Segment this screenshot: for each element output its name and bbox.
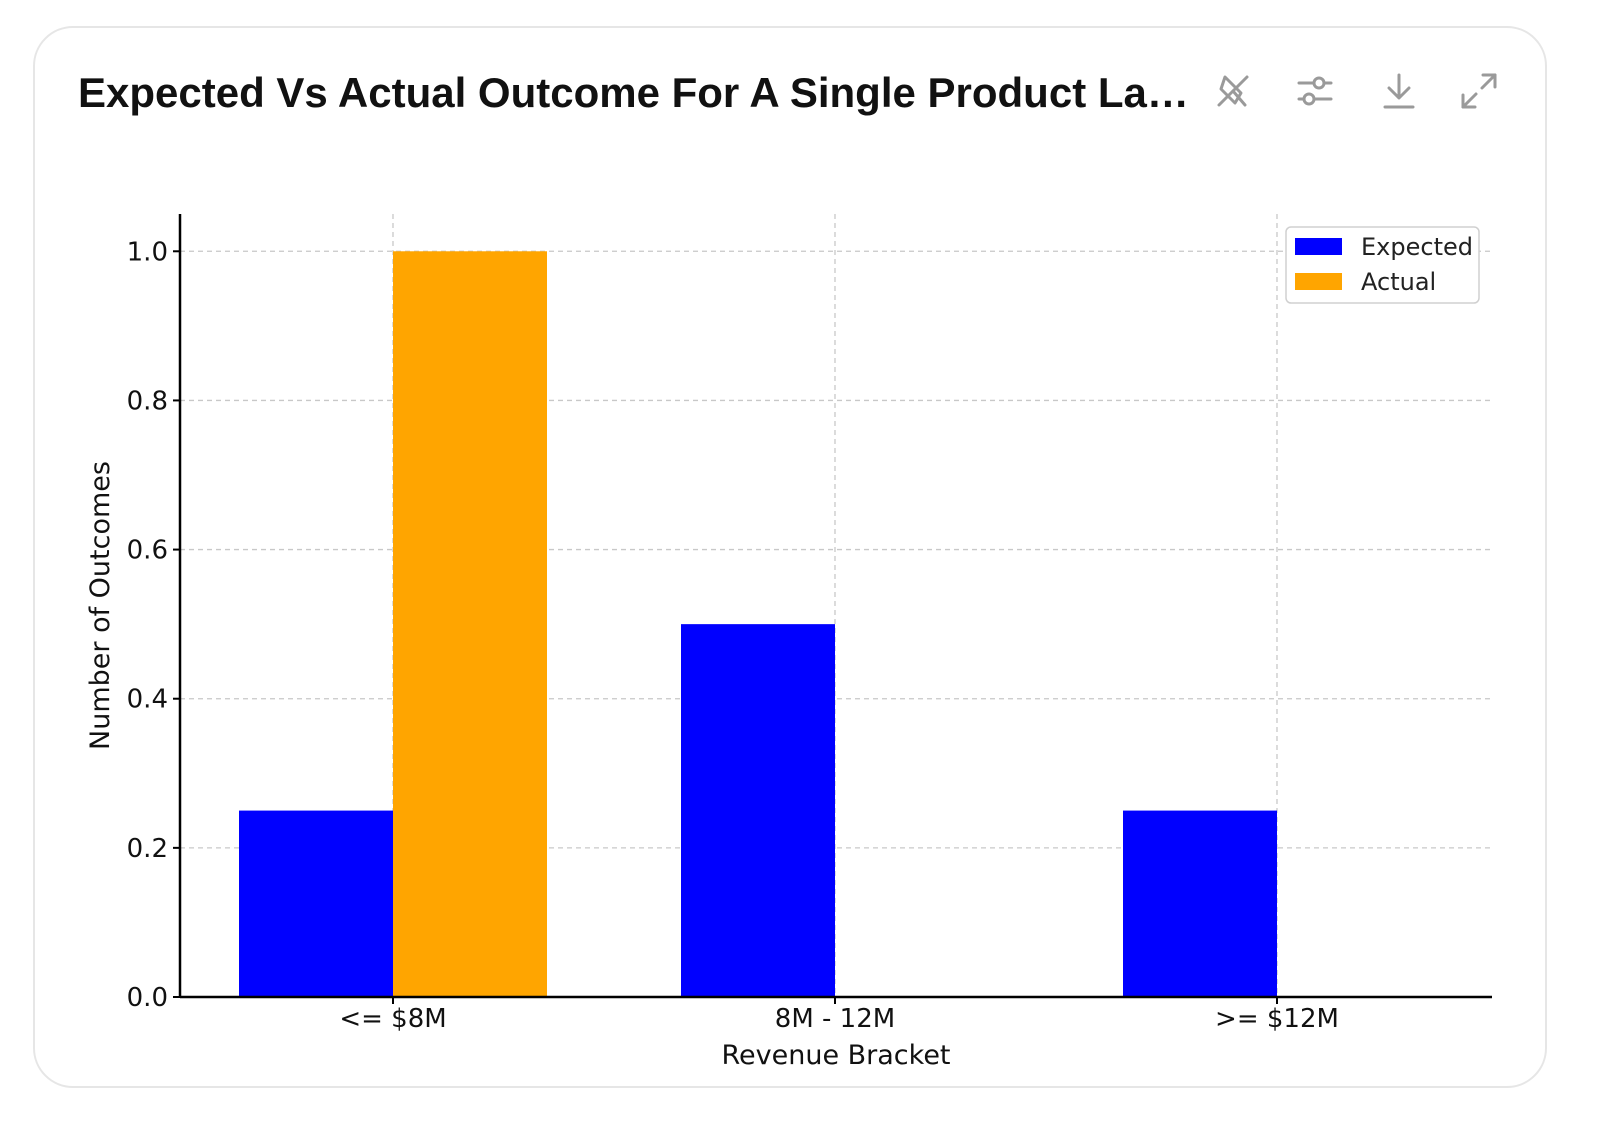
sliders-icon bbox=[1293, 69, 1337, 117]
bar-expected-0 bbox=[239, 810, 393, 997]
legend-label-expected: Expected bbox=[1361, 233, 1473, 261]
x-tick-label: >= $12M bbox=[1215, 1004, 1339, 1034]
pin-icon bbox=[1211, 69, 1255, 117]
expand-button[interactable] bbox=[1451, 66, 1507, 120]
bar-expected-2 bbox=[1123, 810, 1277, 997]
x-axis-label: Revenue Bracket bbox=[721, 1040, 950, 1071]
legend-swatch-actual bbox=[1295, 273, 1342, 290]
x-tick-label: <= $8M bbox=[339, 1004, 446, 1034]
expand-icon bbox=[1457, 69, 1501, 117]
bar-actual-0 bbox=[393, 251, 547, 998]
y-tick-label: 0.0 bbox=[127, 983, 168, 1013]
y-axis-label: Number of Outcomes bbox=[85, 461, 116, 750]
y-tick-label: 0.8 bbox=[127, 386, 168, 416]
y-tick-label: 0.2 bbox=[127, 834, 168, 864]
y-tick-label: 0.4 bbox=[127, 685, 168, 715]
legend-swatch-expected bbox=[1295, 238, 1342, 255]
y-tick-label: 1.0 bbox=[127, 237, 168, 267]
y-tick-label: 0.6 bbox=[127, 536, 168, 566]
download-icon bbox=[1377, 69, 1421, 117]
x-tick-label: 8M - 12M bbox=[775, 1004, 895, 1034]
bar-expected-1 bbox=[681, 624, 835, 997]
download-button[interactable] bbox=[1371, 66, 1427, 120]
settings-button[interactable] bbox=[1287, 66, 1343, 120]
pin-button[interactable] bbox=[1205, 66, 1261, 120]
legend-label-actual: Actual bbox=[1361, 268, 1436, 296]
